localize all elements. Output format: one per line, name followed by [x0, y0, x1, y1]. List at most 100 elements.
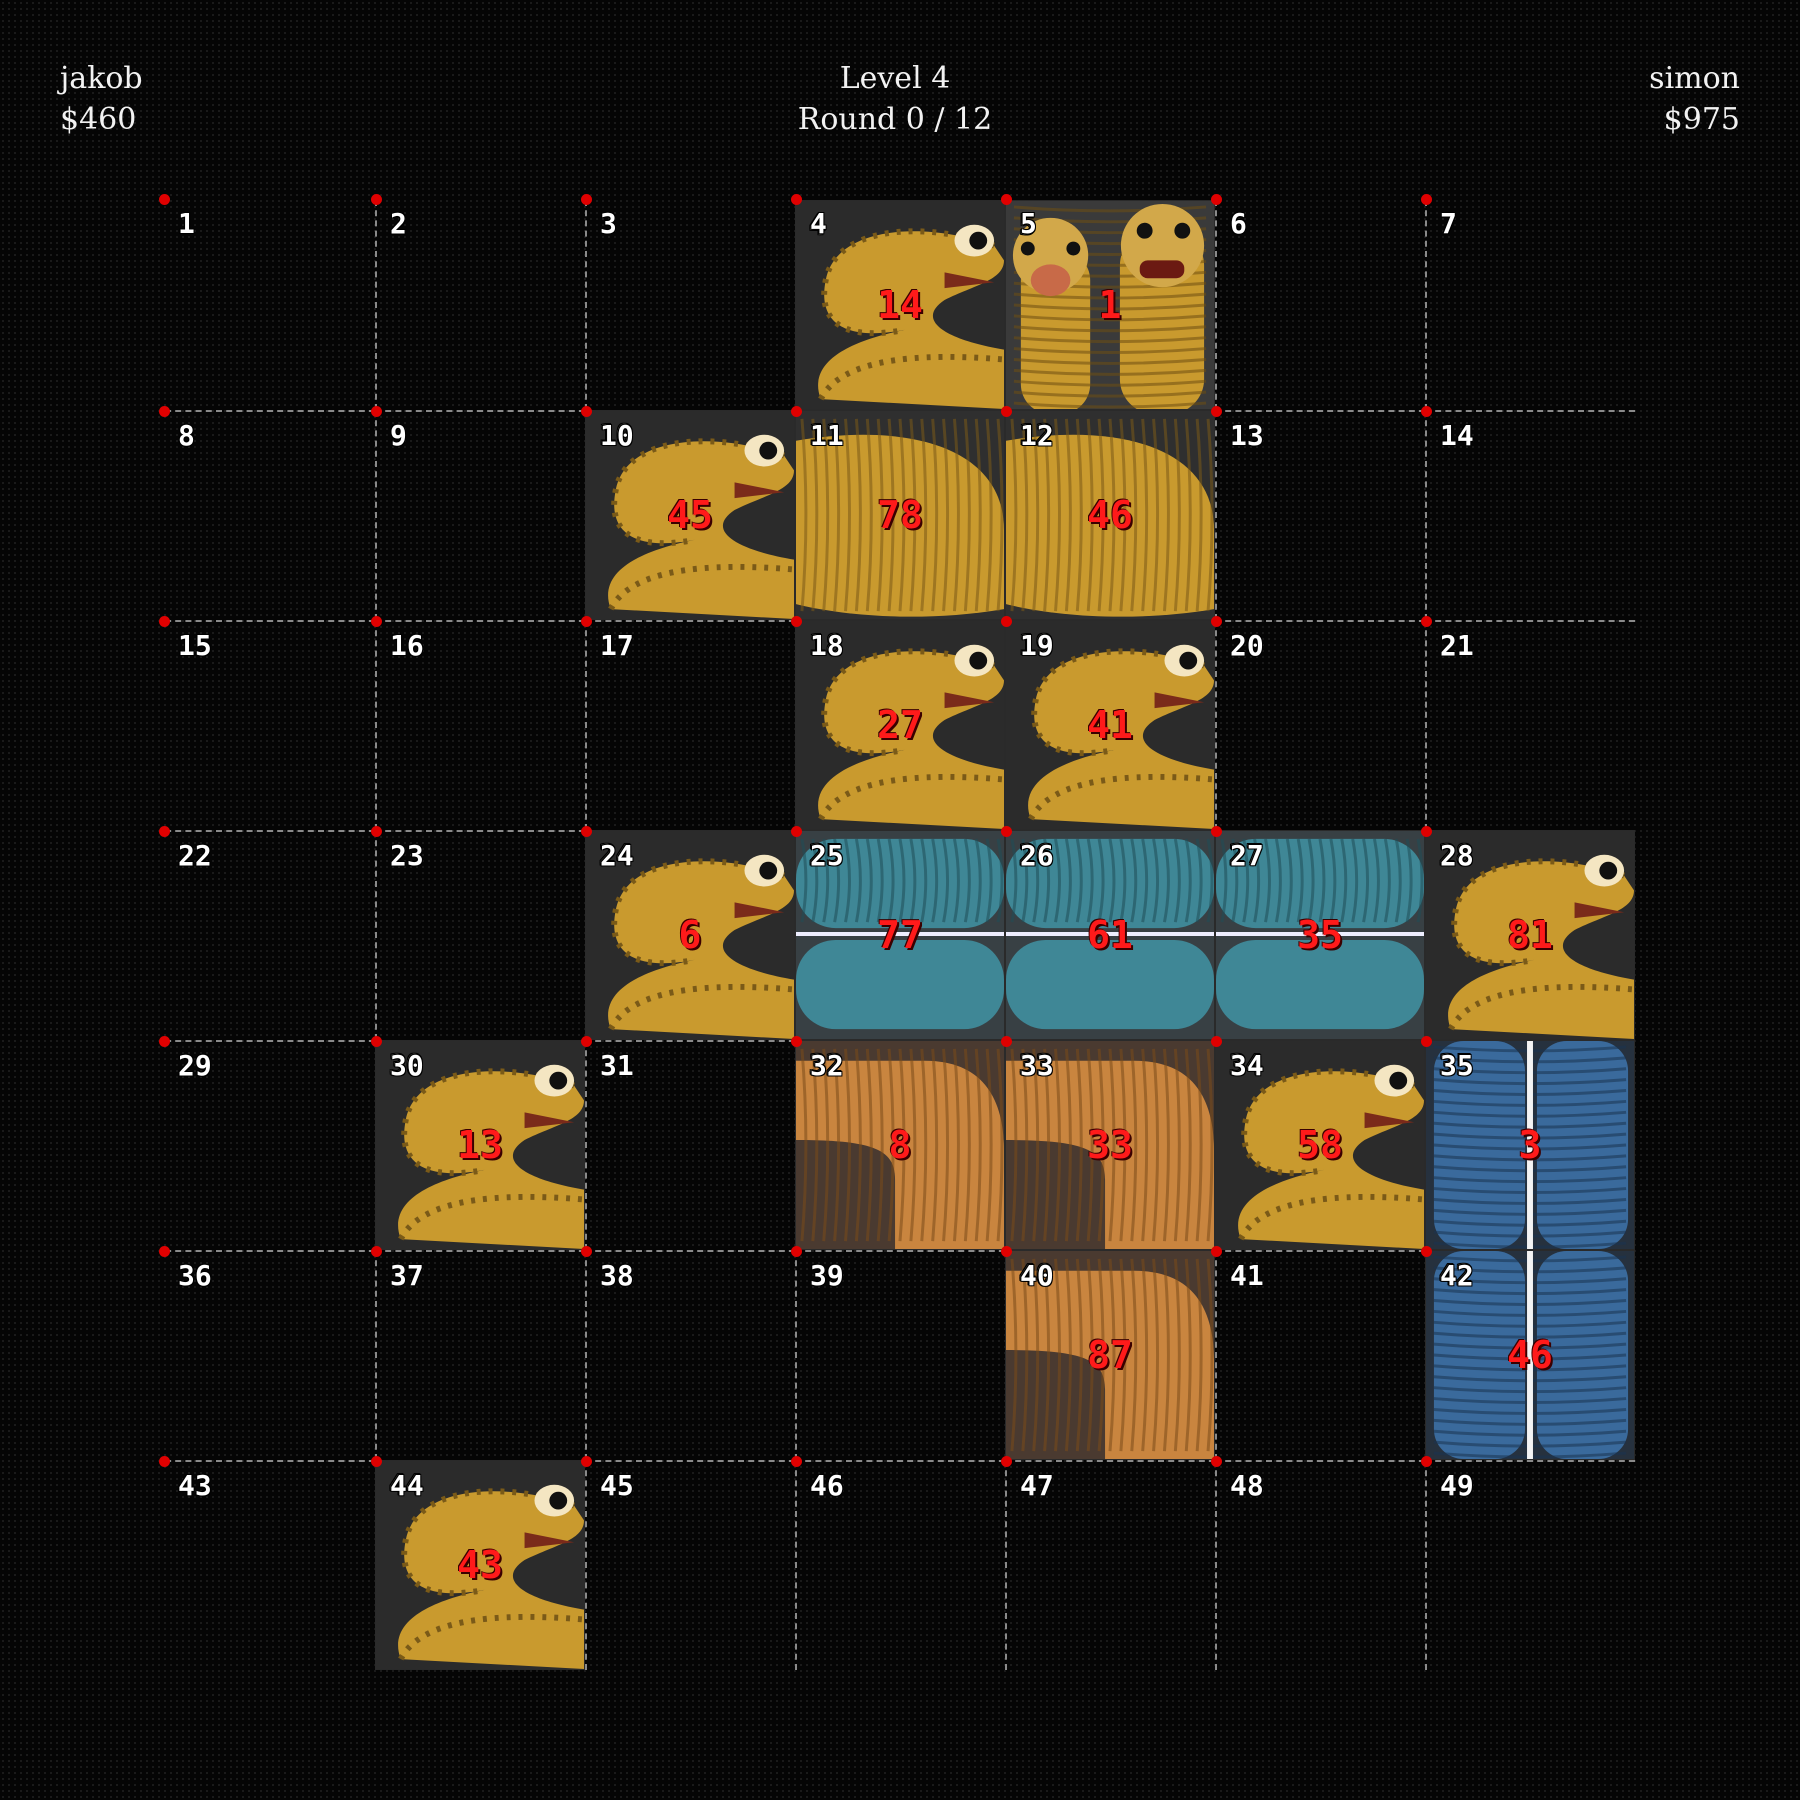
- corner-marker: [1001, 406, 1012, 417]
- board-cell-21[interactable]: 21: [1421, 616, 1635, 830]
- tile-bid-value: 35: [1297, 913, 1343, 957]
- worm-blue-tile[interactable]: 42 46: [1425, 1250, 1635, 1460]
- board-cell-22[interactable]: 22: [159, 826, 375, 1040]
- round-label: Round 0 / 12: [797, 102, 993, 137]
- corner-marker: [1211, 406, 1222, 417]
- corner-marker: [1421, 194, 1432, 205]
- worm-small-tile[interactable]: 30 13: [375, 1040, 585, 1250]
- worm-small-tile[interactable]: 28 81: [1425, 830, 1635, 1040]
- tile-cell-number: 26: [1019, 838, 1053, 871]
- cell-number: 5: [1020, 207, 1037, 240]
- worm-orange-tile[interactable]: 40 87: [1005, 1250, 1215, 1460]
- worm-small-tile[interactable]: 4 14: [795, 200, 1005, 410]
- tile-cell-number: 30: [389, 1048, 423, 1081]
- corner-marker: [791, 616, 802, 627]
- tile-bid-value: 8: [888, 1123, 912, 1167]
- worm-teal-tile[interactable]: 27 35: [1215, 830, 1425, 1040]
- player-right-name: simon: [1649, 61, 1740, 96]
- player-left-money: $460: [60, 102, 137, 137]
- tile-cell-number: 32: [809, 1048, 843, 1081]
- corner-marker: [791, 826, 802, 837]
- corner-marker: [371, 826, 382, 837]
- tile-cell-number: 18: [809, 628, 843, 661]
- corner-marker: [1001, 194, 1012, 205]
- tile-bid-value: 33: [1087, 1123, 1133, 1167]
- board-cell-46[interactable]: 46: [791, 1456, 1005, 1670]
- worm-small-tile[interactable]: 24 6: [585, 830, 795, 1040]
- cell-number: 37: [390, 1259, 424, 1292]
- board-cell-38[interactable]: 38: [581, 1246, 795, 1460]
- tile-cell-number: 11: [809, 418, 843, 451]
- cell-number: 42: [1440, 1259, 1474, 1292]
- board-cell-7[interactable]: 7: [1421, 194, 1635, 410]
- board-cell-3[interactable]: 3: [581, 194, 795, 410]
- board-cell-43[interactable]: 43: [159, 1456, 375, 1670]
- board-cell-41[interactable]: 41: [1211, 1246, 1425, 1460]
- board-cell-1[interactable]: 1: [159, 194, 375, 410]
- board-cell-6[interactable]: 6: [1211, 194, 1425, 410]
- player-left-panel: jakob $460: [60, 58, 143, 140]
- tile-cell-number: 33: [1019, 1048, 1053, 1081]
- worm-orange-tile[interactable]: 33 33: [1005, 1040, 1215, 1250]
- cell-number: 30: [390, 1049, 424, 1082]
- tile-bid-value: 1: [1098, 283, 1122, 327]
- board-cell-15[interactable]: 15: [159, 616, 375, 830]
- tile-cell-number: 19: [1019, 628, 1053, 661]
- board-cell-16[interactable]: 16: [371, 616, 585, 830]
- worm-blue-tile[interactable]: 35 3: [1425, 1040, 1635, 1250]
- worm-teal-tile[interactable]: 25 77: [795, 830, 1005, 1040]
- cell-number: 23: [390, 839, 424, 872]
- cell-number: 19: [1020, 629, 1054, 662]
- cell-number: 9: [390, 419, 407, 452]
- tile-bid-value: 3: [1518, 1123, 1542, 1167]
- board-cell-29[interactable]: 29: [159, 1036, 375, 1250]
- cell-number: 29: [178, 1049, 212, 1082]
- board-cell-47[interactable]: 47: [1001, 1456, 1215, 1670]
- corner-marker: [1211, 616, 1222, 627]
- cell-number: 3: [600, 207, 617, 240]
- board-cell-20[interactable]: 20: [1211, 616, 1425, 830]
- worm-curve-tile[interactable]: 11 78: [795, 410, 1005, 620]
- board-cell-8[interactable]: 8: [159, 406, 375, 620]
- cell-number: 25: [810, 839, 844, 872]
- board-cell-37[interactable]: 37: [371, 1246, 585, 1460]
- worm-small-tile[interactable]: 10 45: [585, 410, 795, 620]
- tile-bid-value: 43: [457, 1543, 503, 1587]
- cell-number: 11: [810, 419, 844, 452]
- board-cell-32[interactable]: 32: [791, 1036, 1005, 1250]
- worm-teal-tile[interactable]: 26 61: [1005, 830, 1215, 1040]
- board-cell-48[interactable]: 48: [1211, 1456, 1425, 1670]
- board-cell-39[interactable]: 39: [791, 1246, 1005, 1460]
- board-cell-45[interactable]: 45: [581, 1456, 795, 1670]
- tile-cell-number: 4: [809, 208, 826, 241]
- worm-small-tile[interactable]: 19 41: [1005, 620, 1215, 830]
- tile-cell-number: 40: [1019, 1258, 1053, 1291]
- corner-marker: [581, 194, 592, 205]
- board-cell-36[interactable]: 36: [159, 1246, 375, 1460]
- corner-marker: [581, 616, 592, 627]
- board-cell-31[interactable]: 31: [581, 1036, 795, 1250]
- cell-number: 27: [1230, 839, 1264, 872]
- corner-marker: [371, 406, 382, 417]
- worm-small-tile[interactable]: 34 58: [1215, 1040, 1425, 1250]
- tile-bid-value: 87: [1087, 1333, 1133, 1377]
- corner-marker: [159, 1246, 170, 1257]
- board-cell-9[interactable]: 9: [371, 406, 585, 620]
- worm-small-tile[interactable]: 18 27: [795, 620, 1005, 830]
- cell-number: 33: [1020, 1049, 1054, 1082]
- board-cell-2[interactable]: 2: [371, 194, 585, 410]
- board-cell-14[interactable]: 14: [1421, 406, 1635, 620]
- worm-curve-tile[interactable]: 12 46: [1005, 410, 1215, 620]
- tile-cell-number: 24: [599, 838, 633, 871]
- worm-orange-tile[interactable]: 32 8: [795, 1040, 1005, 1250]
- corner-marker: [791, 406, 802, 417]
- board-cell-23[interactable]: 23: [371, 826, 585, 1040]
- worm-small-tile[interactable]: 44 43: [375, 1460, 585, 1670]
- board-cell-13[interactable]: 13: [1211, 406, 1425, 620]
- board-cell-49[interactable]: 49: [1421, 1456, 1635, 1670]
- cell-number: 2: [390, 207, 407, 240]
- cell-number: 38: [600, 1259, 634, 1292]
- corner-marker: [1001, 826, 1012, 837]
- board-cell-17[interactable]: 17: [581, 616, 795, 830]
